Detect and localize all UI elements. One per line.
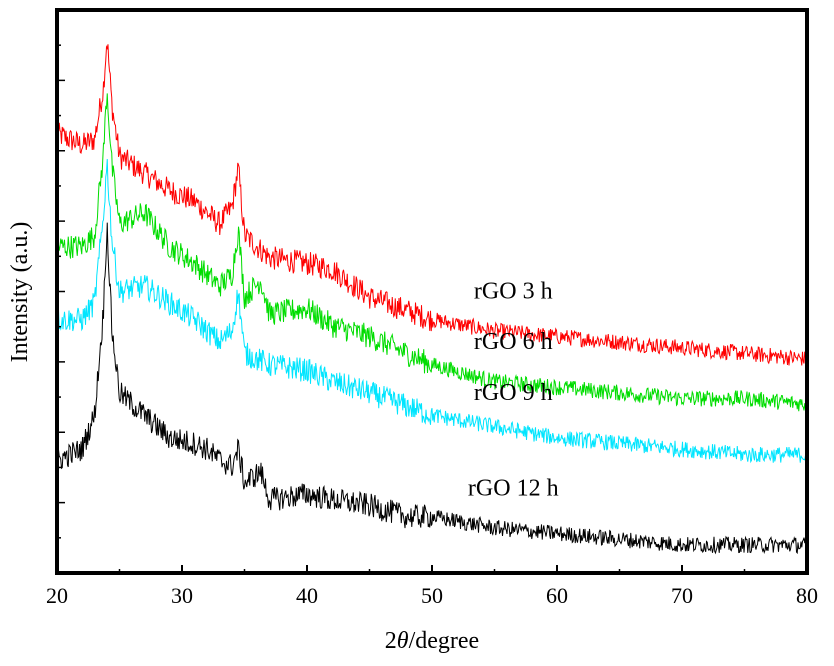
x-axis-title: 2θ/degree [385, 628, 479, 654]
x-tick-label: 20 [46, 583, 68, 608]
series-label-2: rGO 6 h [474, 329, 553, 355]
series-line-1 [56, 44, 808, 366]
series-labels-layer: rGO 3 h rGO 6 h rGO 9 h rGO 12 h [468, 279, 559, 502]
x-axis-title-suffix: /degree [409, 628, 480, 654]
series-line-4 [56, 222, 808, 555]
series-label-3: rGO 9 h [474, 380, 553, 406]
x-tick-label: 40 [296, 583, 318, 608]
x-axis-title-prefix: 2 [385, 628, 397, 654]
curves-layer [56, 44, 808, 555]
x-tick-label: 80 [796, 583, 818, 608]
y-axis-title: Intensity (a.u.) [7, 222, 33, 363]
series-line-3 [56, 159, 808, 464]
series-label-4: rGO 12 h [468, 476, 559, 502]
x-axis-title-theta: θ [397, 628, 409, 654]
ticks-layer [56, 44, 808, 573]
plot-frame [55, 8, 809, 575]
x-tick-label: 50 [421, 583, 443, 608]
x-tick-label: 70 [671, 583, 693, 608]
x-tick-label: 60 [546, 583, 568, 608]
x-tick-label: 30 [171, 583, 193, 608]
tick-labels-layer: 20 30 40 50 60 70 80 [46, 583, 818, 608]
series-line-2 [56, 93, 808, 412]
series-label-1: rGO 3 h [474, 279, 553, 305]
